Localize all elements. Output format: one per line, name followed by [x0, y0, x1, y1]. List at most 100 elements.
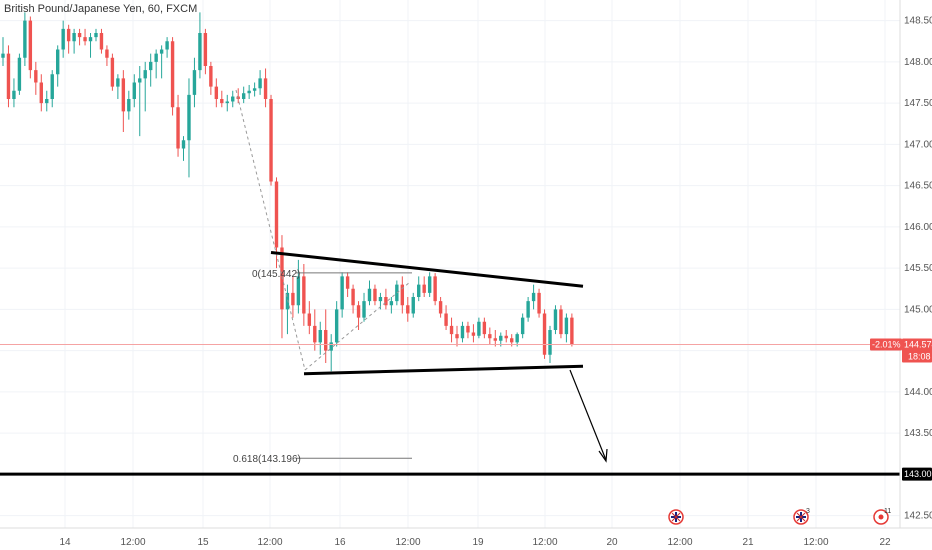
chart-grid	[0, 0, 900, 528]
candle-body	[307, 313, 312, 326]
y-tick-label: 142.500	[904, 511, 932, 522]
current-price-label: 144.574	[904, 340, 932, 350]
candle-body	[542, 313, 547, 355]
y-axis-ticks: 148.500 148.000 147.500 147.000 146.500 146.0…	[904, 16, 932, 522]
breakdown-arrow-shaft[interactable]	[569, 369, 607, 461]
chart-title: British Pound/Japanese Yen, 60, FXCM	[4, 3, 198, 15]
candle	[94, 28, 98, 42]
candle-body	[488, 334, 492, 339]
candle-body	[28, 20, 33, 71]
candle-body	[559, 309, 563, 335]
y-tick-label: 148.500	[904, 16, 932, 27]
y-tick-label: 144.000	[904, 387, 932, 398]
candle-body	[471, 332, 476, 336]
x-tick-label: 12:00	[667, 537, 692, 548]
candle-body	[389, 301, 394, 306]
candle-body	[427, 276, 432, 293]
candle	[504, 330, 508, 343]
candle-body	[252, 88, 257, 91]
triangle-upper-trendline[interactable]	[270, 250, 584, 288]
fib-level-0618-label: 0.618(143.196)	[233, 454, 301, 465]
candle	[192, 57, 197, 108]
candle	[165, 37, 169, 58]
candle	[389, 297, 394, 314]
candle	[83, 28, 87, 46]
candle	[28, 16, 33, 79]
x-tick-label: 22	[879, 537, 891, 548]
event-dot-icon[interactable]	[873, 509, 889, 525]
candle-body	[477, 321, 481, 336]
candle	[116, 74, 120, 99]
candle-body	[324, 330, 328, 351]
candle-body	[362, 301, 366, 318]
event-count-label: 3	[806, 508, 810, 515]
candle-body	[138, 78, 142, 83]
triangle-lower-trendline[interactable]	[303, 364, 584, 376]
candle-body	[88, 37, 93, 42]
candle-body	[154, 53, 158, 62]
candle	[356, 301, 361, 330]
candle	[291, 276, 295, 318]
candle	[143, 61, 147, 112]
candle-body	[203, 33, 208, 66]
fib-dashed-retrace-line	[304, 281, 411, 371]
uk-flag-icon[interactable]	[668, 509, 684, 525]
candle	[564, 313, 569, 343]
x-tick-label: 14	[59, 537, 71, 548]
candlestick-series	[1, 12, 574, 372]
candle	[433, 273, 437, 306]
candle	[220, 90, 224, 108]
candle	[12, 78, 16, 108]
candle-body	[220, 99, 224, 104]
candle-body	[72, 33, 76, 42]
candle	[367, 280, 372, 306]
y-tick-label: 143.500	[904, 428, 932, 439]
candle-body	[274, 181, 279, 248]
candle	[241, 86, 246, 104]
candle-body	[61, 28, 65, 50]
fib-dashed-trendline	[235, 89, 306, 371]
candle	[72, 28, 76, 54]
candle	[570, 313, 574, 347]
candle-body	[466, 325, 470, 333]
candle	[460, 321, 465, 343]
candle-body	[564, 317, 569, 335]
candle-body	[94, 33, 98, 38]
uk-flag-icon[interactable]	[793, 509, 809, 525]
candle	[307, 301, 312, 335]
candle-body	[345, 276, 350, 289]
candle-body	[45, 99, 49, 104]
candle	[373, 284, 377, 306]
candle	[482, 317, 487, 339]
candle-body	[99, 33, 104, 50]
candle-body	[6, 53, 11, 99]
candle-body	[296, 276, 301, 306]
candle-body	[258, 78, 262, 89]
candle	[56, 45, 60, 87]
candle	[302, 264, 306, 326]
x-tick-label: 21	[742, 537, 754, 548]
candle-body	[143, 70, 147, 79]
y-tick-label: 147.000	[904, 139, 932, 150]
candle-body	[17, 57, 22, 91]
economic-events[interactable]: 3 11	[668, 508, 891, 525]
candle	[247, 84, 251, 99]
candle	[110, 53, 115, 91]
candle	[181, 136, 186, 161]
candle-body	[384, 297, 388, 306]
candle-body	[515, 334, 519, 343]
candle	[17, 53, 22, 95]
candle	[39, 74, 43, 112]
candle	[209, 61, 213, 95]
candle	[154, 49, 158, 79]
candle	[427, 272, 432, 297]
candle	[542, 309, 547, 359]
candle	[231, 90, 235, 108]
candle-body	[12, 90, 16, 99]
candle-body	[444, 313, 448, 326]
x-tick-label: 12:00	[532, 537, 557, 548]
candle-body	[181, 140, 186, 149]
candle-body	[285, 292, 290, 310]
candle-body	[504, 335, 508, 339]
